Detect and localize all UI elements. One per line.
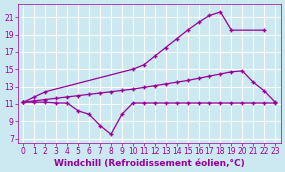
X-axis label: Windchill (Refroidissement éolien,°C): Windchill (Refroidissement éolien,°C) — [54, 159, 245, 168]
